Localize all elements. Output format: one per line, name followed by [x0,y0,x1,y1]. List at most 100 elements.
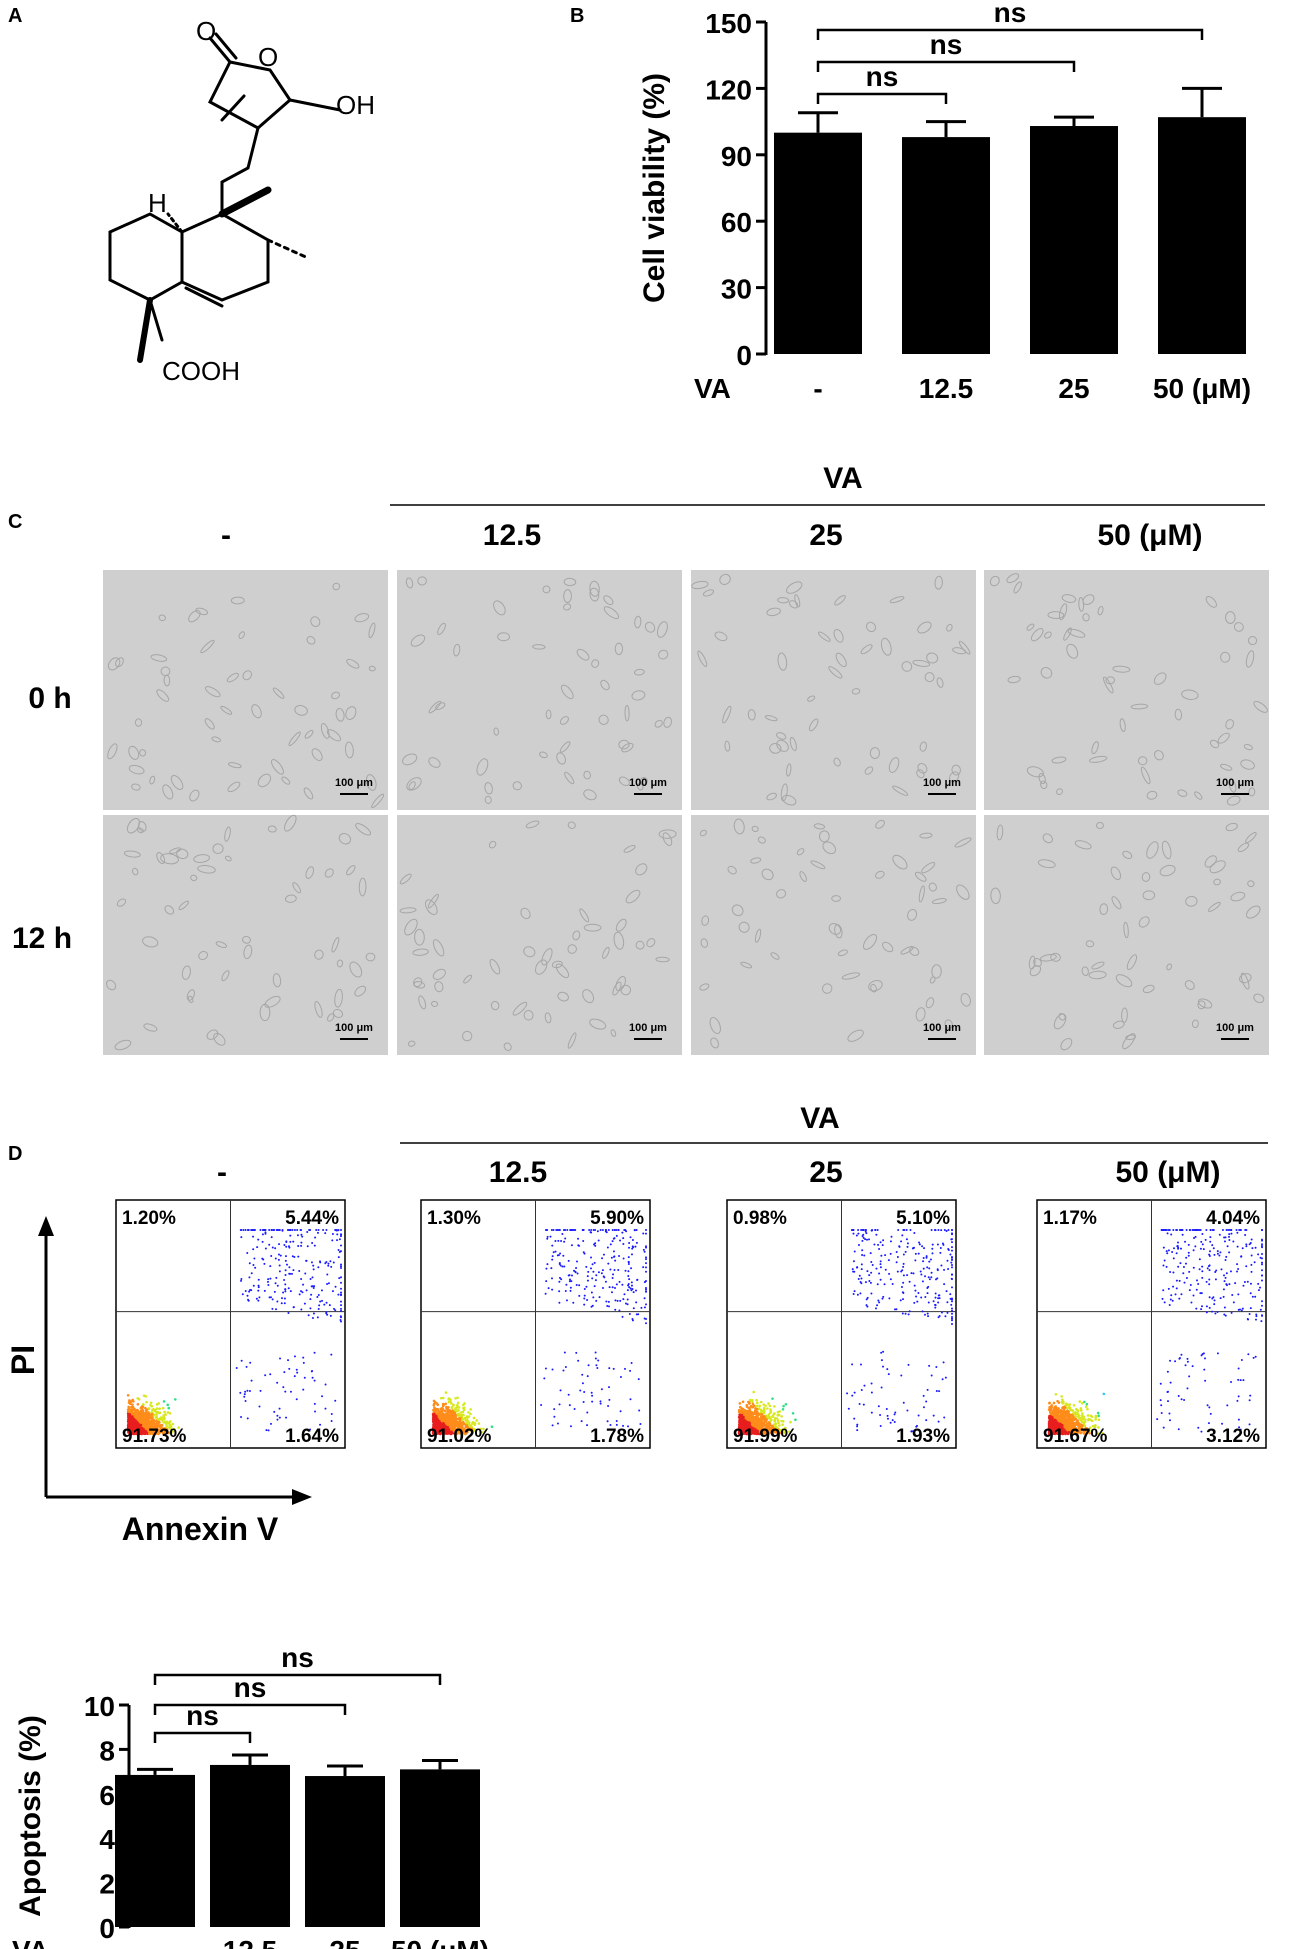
event-dot [312,1312,315,1315]
cell-shape [1078,597,1085,612]
cell-shape [1037,859,1056,869]
event-dot [568,1278,571,1281]
event-dot [329,1260,332,1263]
chemical-structure [108,32,342,363]
event-dot [451,1416,455,1419]
cell-shape [156,852,166,865]
cell-shape [114,1039,132,1051]
event-dot [168,1411,172,1415]
event-dot [781,1407,785,1411]
event-dot [309,1298,312,1301]
event-dot [248,1262,251,1265]
event-dot [551,1424,554,1427]
event-dot [259,1229,262,1231]
event-dot [150,1412,154,1416]
event-dot [570,1244,573,1247]
cell-shape [655,956,670,963]
event-dot [864,1238,867,1241]
event-dot [780,1419,783,1423]
event-dot [931,1247,934,1250]
event-dot [851,1268,854,1271]
event-dot [755,1404,759,1408]
event-dot [870,1229,873,1232]
viability-category-label: 12.5 [919,373,974,404]
event-dot [293,1375,296,1378]
event-dot [611,1286,614,1289]
cell-shape [1066,643,1079,659]
event-dot [127,1405,130,1409]
event-dot [926,1312,929,1315]
event-dot [568,1404,571,1407]
event-dot [564,1237,567,1240]
cell-shape [822,983,833,994]
cell-shape [314,949,324,960]
event-dot [614,1308,617,1311]
event-dot [856,1425,859,1428]
viability-x-axis-label: VA [694,373,731,404]
event-dot [611,1240,614,1243]
cell-shape [334,988,343,1008]
event-dot [947,1229,950,1231]
event-dot [866,1296,869,1299]
cell-shape [142,936,159,948]
atom-oh: OH [336,90,375,120]
event-dot [645,1266,647,1269]
viability-significance-label: ns [994,0,1027,28]
event-dot [312,1268,315,1271]
event-dot [909,1229,912,1231]
cell-shape [304,729,314,739]
cell-shape [462,1030,473,1042]
event-dot [586,1299,589,1302]
event-dot [244,1229,247,1231]
event-dot [922,1256,925,1259]
event-dot [433,1401,437,1404]
event-dot [287,1245,290,1248]
event-dot [875,1233,878,1236]
event-dot [155,1403,159,1406]
event-dot [613,1255,616,1258]
cell-shape [284,814,297,832]
event-dot [586,1411,589,1414]
event-dot [753,1412,757,1416]
cell-shape [751,825,759,833]
event-dot [627,1283,630,1286]
event-dot [624,1269,627,1272]
cell-shape [204,718,215,730]
event-dot [250,1379,253,1382]
event-dot [317,1307,320,1310]
event-dot [284,1259,287,1262]
event-dot [276,1229,279,1231]
cell-shape [1240,759,1255,770]
event-dot [579,1389,582,1392]
cell-shape [731,904,744,917]
event-dot [887,1259,890,1262]
event-dot [278,1407,281,1410]
event-dot [304,1272,307,1275]
event-dot [930,1276,933,1279]
event-dot [601,1269,604,1272]
event-dot [602,1275,605,1278]
event-dot [746,1414,749,1418]
event-dot [882,1350,885,1353]
cell-shape [1174,708,1183,721]
annexin-axis-label: Annexin V [122,1511,279,1547]
cell-shape [437,622,446,635]
event-dot [914,1289,917,1292]
event-dot [287,1287,290,1290]
event-dot [901,1312,904,1315]
event-dot [330,1353,333,1356]
cell-shape [303,787,314,800]
cell-shape [520,907,531,920]
event-dot [442,1422,445,1425]
event-dot [939,1246,942,1249]
event-dot [302,1283,305,1286]
cell-shape [761,868,774,881]
event-dot [557,1239,560,1242]
event-dot [592,1296,595,1299]
cell-shape [766,607,781,617]
event-dot [628,1246,631,1249]
event-dot [270,1229,273,1231]
cell-shape [875,819,885,829]
event-dot [595,1274,598,1277]
viability-significance-bracket [816,60,1076,72]
